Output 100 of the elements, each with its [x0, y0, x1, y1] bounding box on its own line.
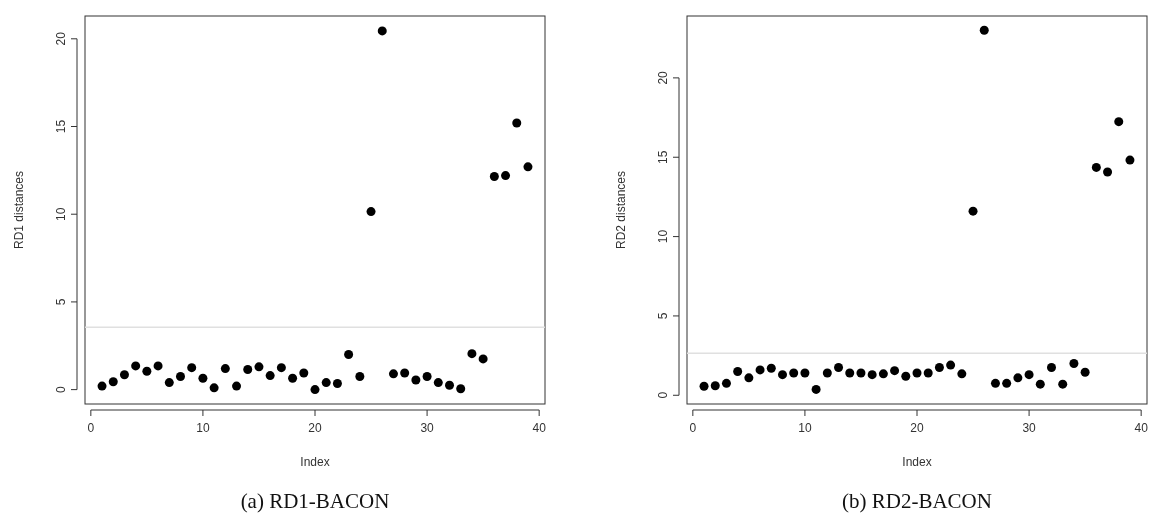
point	[901, 371, 911, 381]
point	[433, 378, 443, 388]
x-tick-label: 0	[87, 421, 95, 435]
point	[845, 368, 855, 378]
point	[834, 363, 844, 372]
point	[946, 360, 956, 370]
point	[912, 368, 922, 378]
point	[1114, 117, 1124, 127]
point	[176, 371, 185, 381]
point	[822, 368, 832, 378]
point	[243, 364, 253, 374]
point	[979, 25, 989, 35]
point	[288, 373, 298, 383]
point	[355, 371, 365, 381]
y-tick-label: 10	[656, 229, 670, 244]
point	[489, 172, 499, 181]
point	[366, 207, 376, 217]
y-tick-label: 5	[656, 312, 670, 320]
x-axis-title: Index	[902, 455, 932, 469]
point	[890, 366, 900, 376]
point	[276, 363, 286, 373]
point	[1091, 162, 1101, 172]
point	[710, 381, 720, 391]
point	[332, 378, 342, 388]
point	[789, 368, 799, 378]
point	[1080, 367, 1090, 377]
point	[878, 369, 888, 379]
point	[344, 350, 354, 360]
point	[1035, 379, 1045, 389]
point	[299, 368, 309, 378]
point	[187, 363, 197, 373]
point	[198, 373, 208, 383]
point	[778, 370, 787, 380]
point	[968, 206, 978, 216]
x-tick-label: 20	[910, 421, 924, 435]
y-tick-label: 15	[656, 150, 670, 164]
point	[209, 383, 219, 393]
point	[131, 361, 141, 371]
y-tick-label: 15	[54, 119, 68, 134]
point	[265, 371, 275, 381]
point	[321, 378, 331, 388]
point	[142, 366, 152, 376]
x-tick-label: 30	[420, 421, 435, 435]
point	[1013, 373, 1023, 383]
point	[220, 364, 230, 374]
point	[422, 371, 432, 381]
point	[388, 369, 398, 379]
point	[1058, 379, 1068, 389]
point	[990, 378, 1000, 388]
point	[766, 363, 776, 373]
y-axis-title: RD1 distances	[12, 170, 26, 250]
x-tick-label: 20	[308, 421, 322, 435]
x-tick-label: 0	[689, 421, 697, 435]
y-tick-label: 20	[54, 31, 68, 46]
y-tick-label: 5	[54, 298, 68, 306]
y-tick-label: 20	[656, 70, 670, 85]
point	[501, 171, 511, 181]
point	[856, 368, 866, 378]
point	[699, 381, 709, 391]
x-axis-title: Index	[300, 455, 330, 469]
point	[153, 361, 163, 371]
y-tick-label: 10	[54, 207, 68, 221]
point	[1024, 370, 1034, 380]
point	[867, 370, 877, 380]
text: (b) RD2-BACON	[842, 489, 992, 513]
point	[1125, 155, 1135, 165]
point	[800, 368, 810, 378]
x-tick-label: 30	[1022, 421, 1037, 435]
point	[721, 378, 731, 388]
point	[1002, 378, 1012, 388]
point	[744, 373, 754, 383]
x-tick-label: 40	[1134, 421, 1149, 435]
x-tick-label: 10	[798, 421, 812, 435]
point	[400, 368, 410, 378]
point	[232, 381, 242, 391]
point	[164, 378, 174, 388]
point	[957, 369, 967, 379]
point	[97, 381, 107, 391]
point	[445, 380, 454, 390]
point	[755, 365, 765, 375]
point	[119, 370, 129, 380]
point	[108, 377, 118, 387]
point	[310, 385, 320, 395]
y-axis-title: RD2 distances	[614, 170, 628, 250]
y-tick-label: 0	[656, 391, 670, 399]
point	[934, 363, 944, 372]
point	[1047, 363, 1056, 372]
x-tick-label: 10	[196, 421, 210, 435]
point	[811, 384, 821, 394]
text: (a) RD1-BACON	[240, 489, 390, 513]
point	[411, 375, 421, 385]
point	[733, 366, 743, 376]
point	[512, 118, 522, 128]
point	[1103, 167, 1113, 177]
point	[478, 354, 488, 364]
point	[456, 384, 466, 394]
point	[254, 362, 264, 372]
x-tick-label: 40	[532, 421, 547, 435]
point	[467, 349, 477, 359]
point	[523, 162, 533, 172]
